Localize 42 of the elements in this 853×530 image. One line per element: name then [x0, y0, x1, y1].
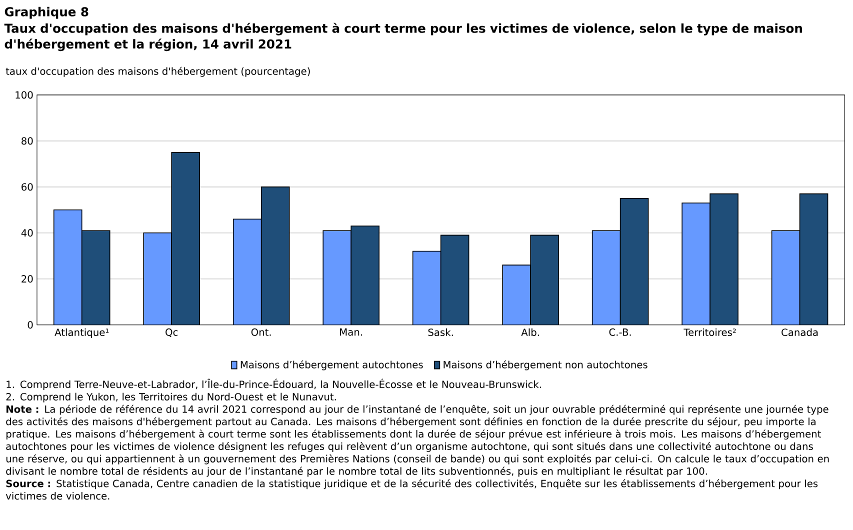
text: 1. Comprend Terre-Neuve-et-Labrador, l’Île-du-Prince-Édouard, la Nouvelle-Écosse et le Nouveau-Brunswick. — [6, 378, 541, 390]
bar — [412, 250, 442, 325]
chart-title: Taux d'occupation des maisons d'hébergement à court terme pour les victimes de violence, selon le type de maison d'hébergement et la région, 14 avril 2021 — [4, 23, 802, 52]
y-tick-label: 20 — [22, 275, 33, 283]
y-tick-label: 0 — [28, 321, 33, 329]
bar — [171, 152, 200, 325]
x-tick-label: Atlantique¹ — [54, 328, 109, 338]
x-tick-label: Ont. — [251, 328, 271, 336]
bar — [322, 230, 352, 325]
x-tick-label: Qc — [166, 328, 178, 338]
x-tick-label: Territoires² — [684, 328, 736, 336]
bar — [440, 234, 470, 325]
bar — [260, 186, 290, 325]
bar — [350, 226, 380, 325]
bar — [143, 232, 172, 325]
legend-label: Maisons d’hébergement autochtones — [240, 360, 423, 370]
bar — [502, 265, 531, 325]
bar — [592, 230, 621, 325]
bar — [799, 194, 828, 325]
chart-subtitle: Graphique 8 — [4, 7, 88, 19]
y-tick-label: 60 — [22, 183, 33, 191]
x-tick-label: Man. — [340, 328, 362, 336]
bar — [53, 210, 82, 325]
bar — [710, 194, 738, 325]
bar — [682, 202, 710, 325]
bar — [620, 198, 649, 325]
x-tick-label: C.-B. — [609, 328, 631, 336]
x-tick-label: Canada — [782, 328, 818, 336]
y-tick-label: 40 — [21, 229, 33, 237]
bar — [232, 218, 262, 325]
text: 2. Comprend le Yukon, les Territoires du Nord-Ouest et le Nunavut. — [6, 392, 336, 402]
x-tick-label: Sask. — [428, 328, 453, 336]
legend-label: Maisons d’hébergement non autochtones — [444, 360, 648, 370]
y-tick-label: 100 — [16, 91, 33, 99]
bar — [530, 235, 559, 325]
x-tick-label: Alb. — [521, 328, 539, 336]
text: Source : Statistique Canada, Centre canadien de la statistique juridique et de la sécurité des collectivités, Enquête sur les établissements d’hébergement pour les victimes de violence. — [6, 479, 818, 500]
text: Note : La période de référence du 14 avril 2021 correspond au jour de l’instantané de l’enquête, soit un jour ouvrable prédéterminé qui représente une journée type des activités des maisons d'hébergement partout au Canada. Les maisons d’hébergement sont définies en fonction de la durée prescrite du séjour, peu importe la pratique. Les maisons d’hébergement à court terme sont les établissements dont la durée de séjour prévue est inférieure à trois mois. Les maisons d’hébergement autochtones pour les victimes de violence désignent les refuges qui relèvent d’un organisme autochtone, qui sont situés dans une collectivité autochtone ou dans une réserve, ou qui appartiennent à un gouvernement des Premières Nations (conseil de bande) ou qui sont exploités par celui-ci. On calcule le taux d’occupation en divisant le nombre total de résidents au jour de l’instantané par le nombre total de lits subventionnés, puis en multipliant le résultat par 100. — [6, 404, 829, 477]
bar — [81, 230, 110, 325]
y-axis-title: taux d'occupation des maisons d'hébergement (pourcentage) — [6, 66, 310, 77]
y-tick-label: 80 — [22, 137, 33, 145]
bar — [771, 230, 800, 325]
